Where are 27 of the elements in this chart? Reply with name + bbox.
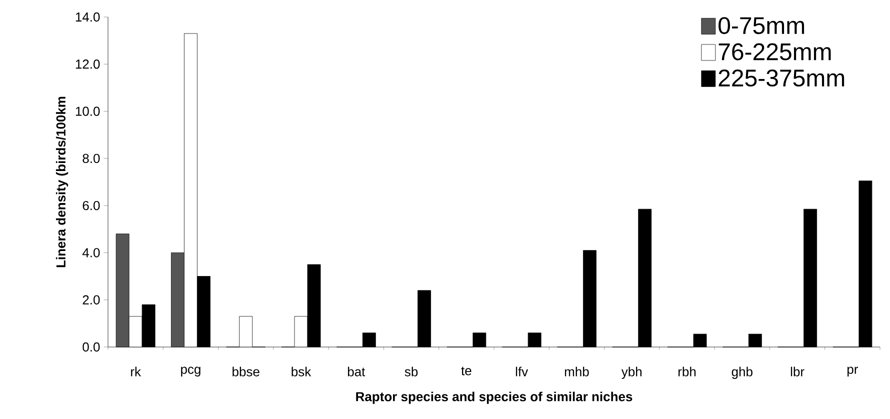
x-tick-label: te — [461, 366, 472, 376]
x-tick-label: bbse — [232, 366, 260, 376]
x-axis-title: Raptor species and species of similar niches — [356, 392, 632, 404]
x-tick-label: pr — [848, 366, 858, 376]
y-tick-label: 10.0 — [76, 106, 100, 116]
x-tick-label: pcg — [181, 366, 200, 376]
x-tick-label: mhb — [564, 366, 589, 376]
x-tick-label: lfv — [516, 366, 528, 376]
x-tick-label: ghb — [732, 366, 752, 379]
y-tick-label: 8.0 — [82, 154, 100, 164]
x-tick-label: lbr — [790, 366, 804, 376]
y-tick-label: 4.0 — [82, 248, 100, 258]
y-axis-title: Linera density (birds/100km — [56, 96, 68, 268]
y-tick-label: 12.0 — [76, 60, 100, 69]
x-tick-label: rk — [131, 366, 142, 376]
legend-label: 225-375mm — [718, 70, 844, 87]
x-tick-label: bat — [348, 366, 366, 376]
legend-label: 0-75mm — [718, 17, 804, 34]
y-tick-label: 6.0 — [82, 200, 100, 210]
x-tick-label: ybh — [621, 366, 642, 379]
x-tick-label: rbh — [678, 366, 696, 376]
y-tick-label: 2.0 — [82, 295, 100, 304]
y-tick-label: 0.0 — [82, 342, 100, 352]
y-tick-label: 14.0 — [76, 12, 100, 22]
legend-label: 76-225mm — [718, 43, 831, 60]
x-tick-label: bsk — [292, 366, 312, 376]
x-tick-label: sb — [404, 366, 418, 376]
